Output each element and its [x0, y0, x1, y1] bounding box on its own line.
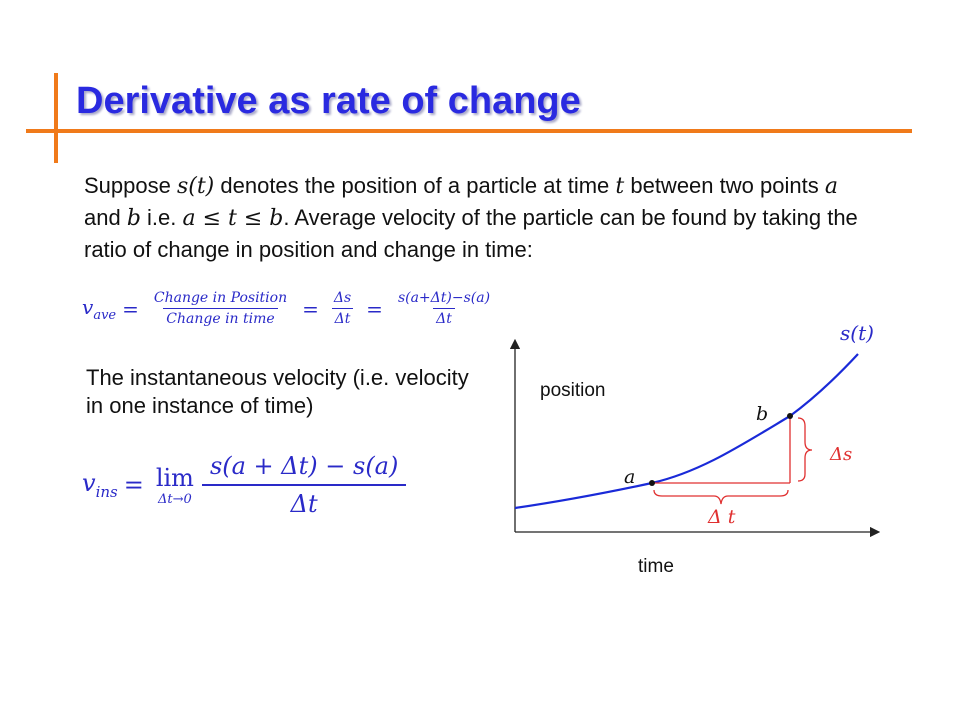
- point-b-label: b: [756, 403, 768, 425]
- instantaneous-velocity-formula: vins = lim Δt→0 s(a + Δt) − s(a) Δt: [82, 452, 407, 518]
- ins-lhs: vins: [82, 469, 118, 501]
- slide-title: Derivative as rate of change: [76, 80, 581, 122]
- average-velocity-formula: vave = Change in Position Change in time…: [82, 290, 499, 327]
- ins-fraction: s(a + Δt) − s(a) Δt: [201, 452, 407, 518]
- intro-math-interval: a ≤ t ≤ b: [182, 206, 284, 231]
- intro-text-1: Suppose: [84, 173, 177, 198]
- avg-fraction-delta: Δs Δt: [331, 290, 354, 327]
- position-curve: [514, 353, 859, 510]
- avg-fraction-delta-den: Δt: [331, 308, 354, 327]
- intro-text-5: i.e.: [140, 205, 183, 230]
- avg-fraction-words-num: Change in Position: [153, 290, 288, 306]
- ins-lhs-sub: ins: [95, 482, 118, 501]
- avg-equals-1: =: [122, 296, 139, 321]
- avg-fraction-expression: s(a+Δt)−s(a) Δt: [395, 290, 493, 327]
- avg-equals-2: =: [302, 296, 319, 321]
- intro-math-t: t: [615, 174, 625, 199]
- ins-limit-word: lim: [155, 463, 194, 492]
- avg-fraction-words: Change in Position Change in time: [151, 290, 290, 327]
- y-axis-label: position: [540, 380, 606, 401]
- avg-fraction-expression-num: s(a+Δt)−s(a): [397, 290, 491, 306]
- intro-text-3: between two points: [624, 173, 825, 198]
- point-a-dot: [649, 480, 655, 486]
- intro-paragraph: Suppose s(t) denotes the position of a p…: [84, 170, 874, 265]
- ins-fraction-num: s(a + Δt) − s(a): [209, 452, 399, 480]
- delta-t-label: Δ t: [707, 506, 736, 528]
- intro-text-4: and: [84, 205, 127, 230]
- avg-equals-3: =: [366, 296, 383, 321]
- accent-bar-horizontal: [26, 129, 912, 133]
- delta-t-brace: [653, 489, 789, 505]
- ins-limit: lim Δt→0: [156, 464, 194, 507]
- intro-text-2: denotes the position of a particle at ti…: [214, 173, 616, 198]
- point-b-dot: [787, 413, 793, 419]
- ins-lhs-v: v: [82, 469, 96, 498]
- x-axis-label: time: [638, 556, 674, 577]
- intro-math-a: a: [824, 174, 838, 199]
- accent-bar-vertical: [54, 73, 58, 163]
- point-a-label: a: [624, 466, 635, 488]
- ins-fraction-den: Δt: [201, 484, 407, 518]
- intro-math-s-of-t: s(t): [176, 174, 215, 199]
- avg-fraction-delta-num: Δs: [333, 290, 352, 306]
- instantaneous-text: The instantaneous velocity (i.e. velocit…: [86, 365, 469, 418]
- intro-math-b: b: [126, 206, 141, 231]
- avg-lhs-v: v: [82, 294, 94, 319]
- delta-s-brace: [797, 417, 813, 482]
- position-time-graph: s(t) position time a b Δ t Δs: [509, 321, 881, 577]
- delta-s-label: Δs: [829, 444, 852, 465]
- avg-fraction-expression-den: Δt: [433, 308, 455, 327]
- avg-fraction-words-den: Change in time: [163, 308, 278, 327]
- curve-label: s(t): [840, 321, 874, 345]
- avg-lhs-sub: ave: [93, 307, 117, 323]
- ins-limit-sub: Δt→0: [157, 491, 192, 507]
- avg-lhs: vave: [82, 295, 116, 323]
- ins-equals: =: [123, 471, 144, 499]
- intro-text-6: . Average velocity of the particle can b…: [84, 205, 858, 262]
